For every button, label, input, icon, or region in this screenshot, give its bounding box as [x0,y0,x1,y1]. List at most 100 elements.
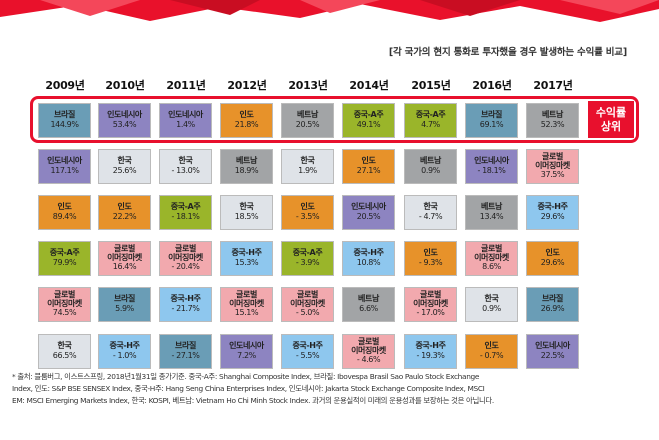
return-value: 13.4% [479,212,504,221]
market-name: 글로벌 이머징마켓 [474,244,509,262]
market-name: 인도 [545,248,560,258]
return-value: 7.2% [237,351,256,360]
market-name: 한국 [423,202,438,212]
table-cell: 중국-A주 49.1% [342,103,395,138]
table-cell: 글로벌 이머징마켓 - 17.0% [404,287,457,322]
table-cell: 인도 89.4% [38,195,91,230]
market-name: 글로벌 이머징마켓 [168,244,203,262]
market-name: 베트남 [481,202,502,212]
source-footnote: * 출처: 블룸버그, 이스트스프링, 2018년1월31일 종가기준. 중국-… [12,371,652,407]
return-value: - 4.7% [418,212,443,221]
market-name: 한국 [484,294,499,304]
market-name: 글로벌 이머징마켓 [229,290,264,308]
chart-title: [각 국가의 현지 통화로 투자했을 경우 발생하는 수익률 비교] [388,47,627,58]
table-cell: 베트남 6.6% [342,287,395,322]
market-name: 중국-A주 [49,248,80,258]
return-value: 74.5% [52,308,77,318]
market-name: 한국 [239,202,254,212]
table-cell: 인도 22.2% [98,195,151,230]
market-name: 인도 [423,248,438,258]
table-cell: 글로벌 이머징마켓 16.4% [98,241,151,276]
return-value: 69.1% [479,120,504,129]
market-name: 인도네시아 [535,341,570,351]
market-name: 인도네시아 [229,341,264,351]
return-value: 53.4% [112,120,137,129]
return-value: 6.6% [359,304,378,313]
return-value: 1.4% [176,120,195,129]
market-name: 인도 [361,156,376,166]
year-label-5: 2014년 [349,79,389,92]
market-name: 브라질 [481,110,502,120]
market-name: 브라질 [54,110,75,120]
return-value: 18.5% [234,212,259,221]
market-name: 한국 [57,341,72,351]
market-name: 중국-H주 [537,202,568,212]
market-name: 한국 [300,156,315,166]
year-label-7: 2016년 [472,79,512,92]
table-cell: 중국-A주 - 18.1% [159,195,212,230]
table-cell: 인도네시아 117.1% [38,149,91,184]
table-cell: 베트남 0.9% [404,149,457,184]
year-label-2: 2011년 [166,79,206,92]
table-cell: 한국 25.6% [98,149,151,184]
top-return-label: 수익률 상위 [588,101,634,138]
market-name: 글로벌 이머징마켓 [351,337,386,355]
market-name: 인도 [300,202,315,212]
return-value: 52.3% [540,120,565,129]
table-cell: 한국 - 13.0% [159,149,212,184]
return-value: 18.9% [234,166,259,175]
table-cell: 브라질 - 27.1% [159,334,212,369]
table-cell: 한국 66.5% [38,334,91,369]
market-name: 중국-H주 [415,341,446,351]
table-cell: 인도 27.1% [342,149,395,184]
table-cell: 인도네시아 1.4% [159,103,212,138]
market-name: 인도 [239,110,254,120]
market-name: 중국-H주 [109,341,140,351]
footnote-line-1: * 출처: 블룸버그, 이스트스프링, 2018년1월31일 종가기준. 중국-… [12,372,480,381]
market-name: 중국-A주 [292,248,323,258]
market-name: 인도 [57,202,72,212]
year-label-8: 2017년 [533,79,573,92]
table-cell: 인도네시아 - 18.1% [465,149,518,184]
return-value: 25.6% [112,166,137,175]
table-cell: 중국-H주 - 21.7% [159,287,212,322]
table-cell: 인도 - 9.3% [404,241,457,276]
top-return-label-line2: 상위 [600,119,622,133]
table-cell: 인도네시아 22.5% [526,334,579,369]
table-cell: 중국-H주 - 1.0% [98,334,151,369]
table-cell: 인도 29.6% [526,241,579,276]
return-value: - 5.0% [295,308,320,318]
market-name: 글로벌 이머징마켓 [290,290,325,308]
table-cell: 중국-A주 - 3.9% [281,241,334,276]
return-value: 15.1% [234,308,259,318]
return-value: 22.2% [112,212,137,221]
top-return-highlight-box [30,96,639,143]
table-cell: 인도네시아 53.4% [98,103,151,138]
table-cell: 글로벌 이머징마켓 - 20.4% [159,241,212,276]
return-value: 20.5% [356,212,381,221]
market-name: 중국-A주 [170,202,201,212]
market-name: 베트남 [297,110,318,120]
return-value: 21.8% [234,120,259,129]
return-value: - 19.3% [416,351,445,360]
footnote-line-3: EM: MSCI Emerging Markets Index, 한국: KOS… [12,395,494,405]
market-name: 중국-A주 [415,110,446,120]
market-name: 글로벌 이머징마켓 [535,152,570,170]
market-name: 브라질 [114,294,135,304]
year-label-1: 2010년 [105,79,145,92]
return-value: - 1.0% [112,351,137,360]
return-value: 4.7% [421,120,440,129]
table-cell: 브라질 69.1% [465,103,518,138]
return-value: - 17.0% [416,308,445,318]
return-value: 29.6% [540,212,565,221]
table-cell: 한국 0.9% [465,287,518,322]
return-value: 0.9% [421,166,440,175]
return-value: - 21.7% [171,304,200,313]
year-label-3: 2012년 [227,79,267,92]
table-cell: 인도 21.8% [220,103,273,138]
table-cell: 베트남 20.5% [281,103,334,138]
market-name: 인도 [117,202,132,212]
return-value: 37.5% [540,170,565,180]
table-cell: 베트남 18.9% [220,149,273,184]
table-cell: 중국-H주 - 19.3% [404,334,457,369]
